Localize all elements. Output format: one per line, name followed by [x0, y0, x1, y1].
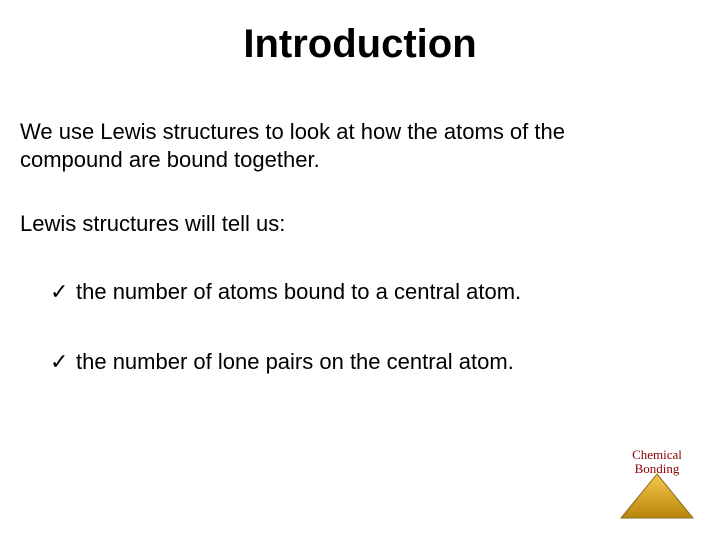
- check-icon: ✓: [50, 348, 76, 376]
- triangle-shape: [621, 474, 693, 518]
- bullet-2: ✓the number of lone pairs on the central…: [50, 348, 650, 376]
- footer-label: Chemical Bonding: [618, 448, 696, 477]
- bullet-1-text: the number of atoms bound to a central a…: [76, 279, 521, 304]
- footer-label-line1: Chemical: [632, 447, 682, 462]
- slide: Introduction We use Lewis structures to …: [0, 0, 720, 540]
- bullet-2-text: the number of lone pairs on the central …: [76, 349, 514, 374]
- footer-badge: Chemical Bonding: [618, 452, 696, 520]
- footer-label-line2: Bonding: [635, 461, 680, 476]
- bullet-1: ✓the number of atoms bound to a central …: [50, 278, 650, 306]
- check-icon: ✓: [50, 278, 76, 306]
- intro-paragraph: We use Lewis structures to look at how t…: [20, 118, 660, 173]
- slide-title: Introduction: [0, 22, 720, 67]
- triangle-icon: [618, 472, 696, 520]
- lead-in-paragraph: Lewis structures will tell us:: [20, 210, 660, 238]
